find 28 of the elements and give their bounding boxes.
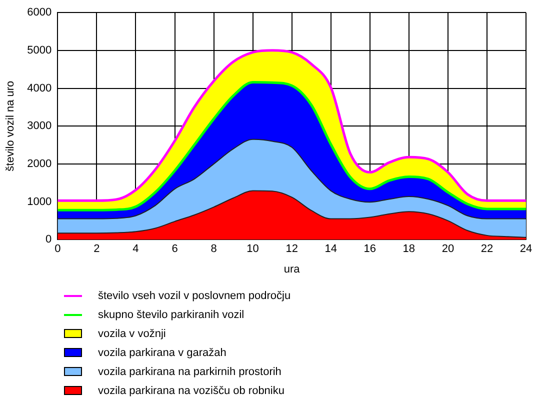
x-tick-label: 22 xyxy=(480,243,494,256)
x-tick-label: 24 xyxy=(520,243,532,256)
x-tick-label: 18 xyxy=(402,243,416,256)
y-tick-label: 3000 xyxy=(27,120,52,132)
x-tick-label: 20 xyxy=(442,243,454,256)
x-tick-label: 6 xyxy=(172,243,178,256)
y-tick-label: 5000 xyxy=(27,44,52,56)
legend-label: vozila v vožnji xyxy=(98,328,166,340)
x-tick-label: 2 xyxy=(94,243,100,256)
legend-label: vozila parkirana na parkirnih prostorih xyxy=(98,366,282,378)
x-tick-label: 12 xyxy=(286,243,298,256)
x-tick-label: 4 xyxy=(132,243,139,256)
x-tick-label: 0 xyxy=(54,243,61,256)
legend-label: skupno število parkiranih vozil xyxy=(98,308,244,320)
y-tick-label: 2000 xyxy=(27,158,52,170)
x-tick-label: 14 xyxy=(324,243,337,256)
y-axis-title: število vozil na uro xyxy=(4,80,17,172)
legend-label: vozila parkirana na vozišču ob robniku xyxy=(98,384,284,396)
x-axis-title: ura xyxy=(284,263,301,276)
y-tick-label: 6000 xyxy=(27,6,52,19)
x-tick-label: 8 xyxy=(210,243,217,256)
legend-label: število vseh vozil v poslovnem področju xyxy=(98,290,291,302)
y-tick-label: 4000 xyxy=(27,82,52,94)
legend-label: vozila parkirana v garažah xyxy=(98,346,226,358)
x-tick-label: 16 xyxy=(364,243,376,256)
y-tick-label: 0 xyxy=(46,234,52,246)
x-tick-label: 10 xyxy=(246,243,259,256)
y-tick-label: 1000 xyxy=(27,196,52,208)
